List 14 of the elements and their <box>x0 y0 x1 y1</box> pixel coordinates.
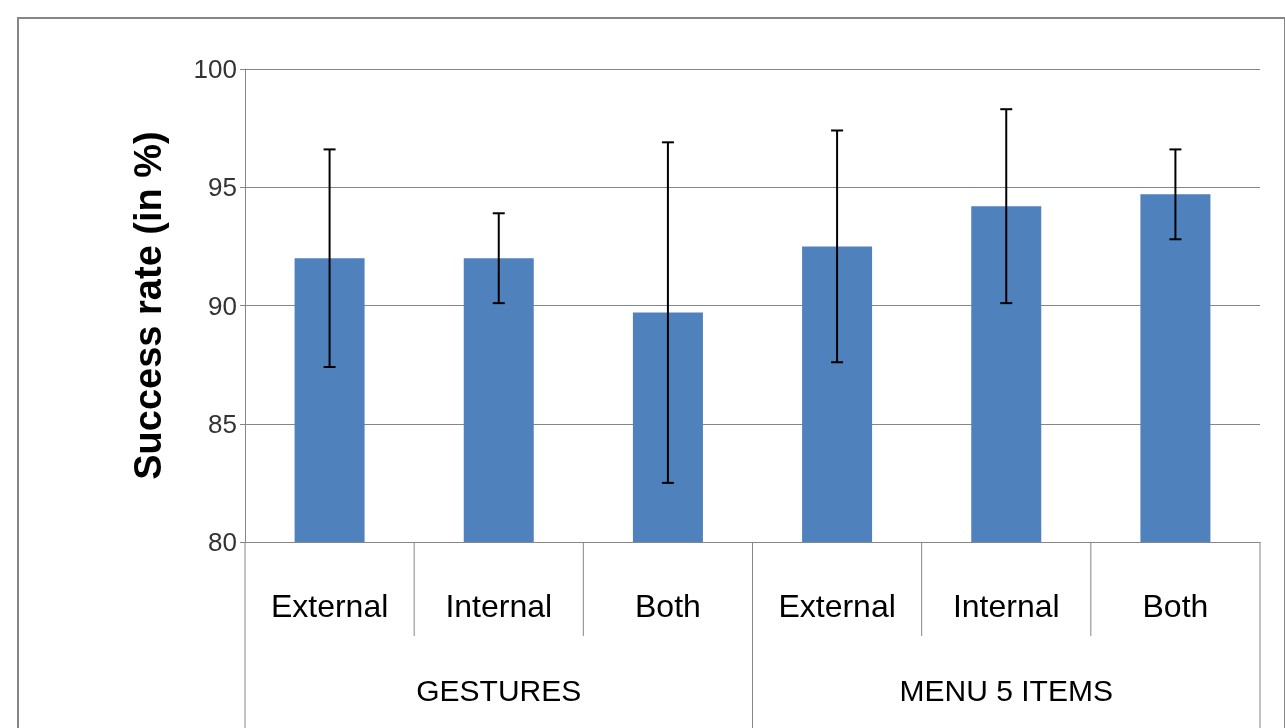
y-tick-label: 90 <box>208 290 237 321</box>
text: MENU 5 ITEMS <box>899 673 1113 707</box>
y-axis-title: Success rate (in %) <box>127 131 169 480</box>
x-tick-label: Internal <box>952 588 1060 624</box>
text: GESTURES <box>416 673 582 707</box>
y-tick-label: 100 <box>193 54 237 84</box>
y-tick-label: 85 <box>208 408 237 439</box>
x-tick-label: Both <box>1142 588 1209 624</box>
y-tick-label: 80 <box>208 527 237 557</box>
x-tick-label: External <box>270 588 389 624</box>
x-tick-label: External <box>778 588 896 624</box>
x-tick-label: Both <box>635 588 701 624</box>
x-tick-label: Internal <box>445 588 553 624</box>
y-tick-label: 95 <box>208 172 237 203</box>
